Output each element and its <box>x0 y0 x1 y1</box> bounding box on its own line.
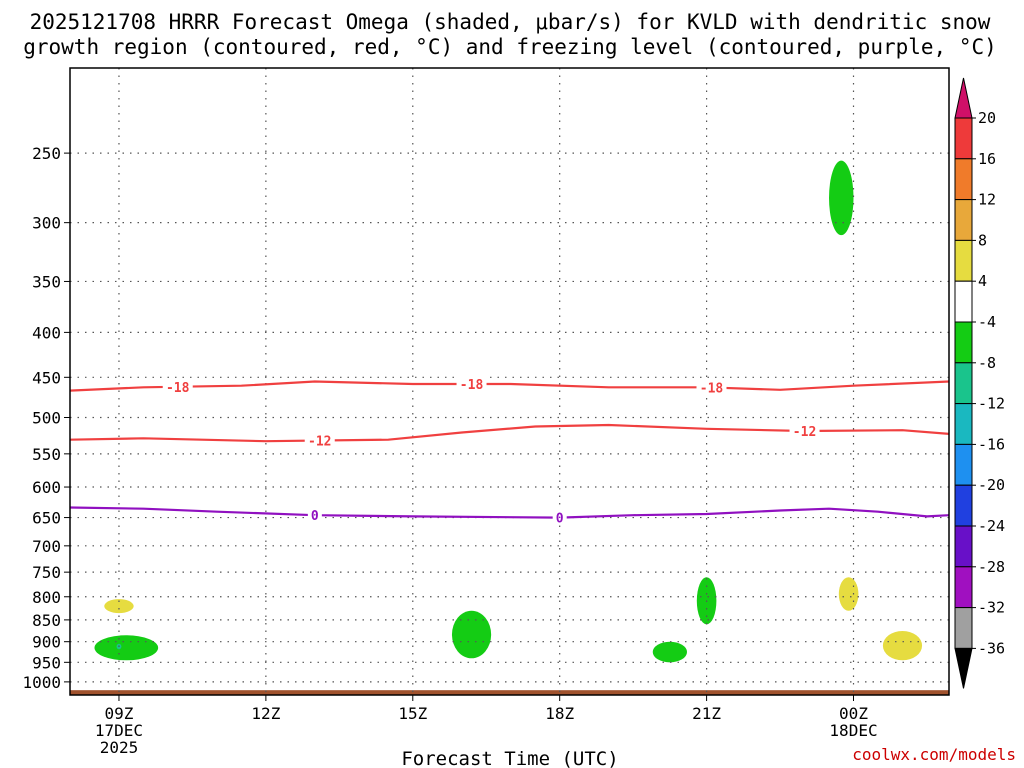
colorbar-label-3: 12 <box>978 191 996 209</box>
x-tick-label-12Z-1: 12Z <box>251 704 280 723</box>
omega-region-1 <box>829 160 854 236</box>
contour-label-bg-3-1 <box>307 507 322 524</box>
contour-label-1-2: -18 <box>460 378 484 393</box>
plot-frame <box>69 67 950 696</box>
contour-label-3-2: 0 <box>556 512 564 527</box>
y-tick-label-550: 550 <box>32 445 61 464</box>
colorbar-label-12: -28 <box>978 558 1005 576</box>
contour-label-bg-1-1 <box>162 378 193 395</box>
colorbar-top-arrow <box>954 77 973 119</box>
y-tick-label-700: 700 <box>32 537 61 556</box>
colorbar-label-1: 20 <box>978 109 996 127</box>
colorbar-bottom-arrow <box>954 647 973 689</box>
contour-line-1 <box>69 380 950 392</box>
omega-region-6 <box>652 641 688 663</box>
colorbar-segment-6 <box>954 321 973 364</box>
site-credit: coolwx.com/models <box>852 745 1016 764</box>
colorbar-segment-5 <box>954 280 973 323</box>
colorbar-segment-1 <box>954 117 973 160</box>
x-tick-label-09Z-1: 09Z <box>105 704 134 723</box>
y-tick-label-850: 850 <box>32 611 61 630</box>
colorbar-segment-9 <box>954 443 973 486</box>
colorbar-label-10: -20 <box>978 476 1005 494</box>
chart-title-line-1: 2025121708 HRRR Forecast Omega (shaded, … <box>30 10 991 34</box>
omega-region-3 <box>94 635 159 661</box>
x-tick-label-09Z-3: 2025 <box>100 738 139 757</box>
colorbar-segment-10 <box>954 484 973 527</box>
colorbar-label-6: -4 <box>978 313 996 331</box>
contour-label-bg-3-2 <box>552 509 567 526</box>
colorbar-label-2: 16 <box>978 150 996 168</box>
colorbar-segment-12 <box>954 566 973 609</box>
colorbar-label-11: -24 <box>978 517 1005 535</box>
contour-label-3-1: 0 <box>311 509 319 524</box>
chart-title-line-2: growth region (contoured, red, °C) and f… <box>23 35 997 59</box>
colorbar-label-9: -16 <box>978 435 1005 453</box>
plot-background <box>70 68 949 695</box>
y-tick-label-650: 650 <box>32 509 61 528</box>
y-tick-label-500: 500 <box>32 408 61 427</box>
contour-label-bg-1-3 <box>696 379 727 396</box>
colorbar-segment-8 <box>954 403 973 445</box>
y-tick-label-750: 750 <box>32 563 61 582</box>
contour-label-bg-2-2 <box>789 422 820 439</box>
x-tick-label-00Z-1: 00Z <box>839 704 868 723</box>
contour-label-2-1: -12 <box>308 435 331 450</box>
contour-line-3 <box>69 506 950 519</box>
contour-label-bg-2-1 <box>304 432 335 449</box>
omega-region-8 <box>838 577 859 611</box>
colorbar-label-8: -12 <box>978 395 1005 413</box>
x-axis-label: Forecast Time (UTC) <box>401 748 618 768</box>
omega-colorbar: 20 16 12 8 4 -4 -8 -12 -16 -20 -24 -28 -32 -36 <box>954 77 1005 689</box>
colorbar-segment-2 <box>954 158 973 201</box>
y-tick-label-900: 900 <box>32 633 61 652</box>
colorbar-segment-13 <box>954 607 973 649</box>
contour-label-2-2: -12 <box>793 425 816 440</box>
colorbar-segment-3 <box>954 199 973 241</box>
y-axis-ticks: 250 300 350 400 450 500 550 600 650 700 750 800 850 9… <box>22 144 70 692</box>
y-tick-label-350: 350 <box>32 272 61 291</box>
plot-area: -18 -18 -18 -12 -12 0 0 <box>69 67 950 696</box>
colorbar-segment-7 <box>954 362 973 405</box>
contour-label-1-1: -18 <box>166 381 190 396</box>
colorbar-segment-11 <box>954 525 973 568</box>
y-tick-label-800: 800 <box>32 588 61 607</box>
y-tick-label-450: 450 <box>32 368 61 387</box>
omega-region-5 <box>451 610 492 659</box>
omega-region-9 <box>882 630 923 661</box>
y-tick-label-600: 600 <box>32 478 61 497</box>
omega-region-2 <box>104 599 134 614</box>
x-tick-label-09Z-2: 17DEC <box>95 721 143 740</box>
y-tick-label-950: 950 <box>32 653 61 672</box>
x-tick-label-00Z-2: 18DEC <box>829 721 877 740</box>
x-tick-label-15Z-1: 15Z <box>398 704 427 723</box>
y-tick-label-250: 250 <box>32 144 61 163</box>
colorbar-segment-4 <box>954 239 973 282</box>
contour-label-1-3: -18 <box>700 382 724 397</box>
contour-label-bg-1-2 <box>456 376 487 393</box>
colorbar-label-7: -8 <box>978 354 996 372</box>
x-tick-label-18Z-1: 18Z <box>545 704 574 723</box>
colorbar-label-5: 4 <box>978 272 987 290</box>
colorbar-label-4: 8 <box>978 231 987 249</box>
y-tick-label-400: 400 <box>32 323 61 342</box>
y-tick-label-1000: 1000 <box>22 673 61 692</box>
contour-line-2 <box>69 423 950 443</box>
ground-below-surface <box>70 690 949 695</box>
y-tick-label-300: 300 <box>32 214 61 233</box>
x-tick-label-21Z-1: 21Z <box>692 704 721 723</box>
colorbar-label-13: -32 <box>978 599 1005 617</box>
colorbar-label-14: -36 <box>978 639 1005 657</box>
